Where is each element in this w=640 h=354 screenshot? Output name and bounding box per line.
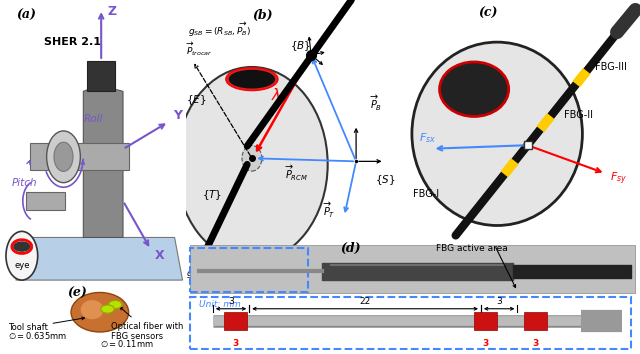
Text: Tool shaft: Tool shaft	[8, 317, 84, 332]
Text: 3: 3	[483, 339, 488, 348]
Text: X: X	[155, 249, 164, 262]
Text: (a): (a)	[16, 9, 36, 22]
Text: Optical fiber with
FBG sensors: Optical fiber with FBG sensors	[111, 307, 184, 341]
Text: Roll: Roll	[83, 114, 102, 124]
Text: $g_{SB} = (R_{SB}, \overrightarrow{P_B})$: $g_{SB} = (R_{SB}, \overrightarrow{P_B})…	[188, 21, 251, 39]
Text: $\varnothing = 0.635$mm: $\varnothing = 0.635$mm	[8, 330, 67, 341]
Bar	[224, 312, 247, 330]
Text: SHER 2.1: SHER 2.1	[44, 36, 100, 46]
Text: (e): (e)	[67, 287, 87, 301]
Text: $\{E\}$: $\{E\}$	[186, 93, 206, 107]
Text: $\overrightarrow{P}_{trocar}$: $\overrightarrow{P}_{trocar}$	[186, 41, 212, 58]
Circle shape	[242, 145, 262, 171]
Text: $F_{sy}$: $F_{sy}$	[610, 170, 627, 187]
Text: FBG active area: FBG active area	[435, 244, 508, 253]
Ellipse shape	[71, 292, 129, 332]
Text: $\{B\}$: $\{B\}$	[290, 39, 311, 53]
Polygon shape	[16, 238, 182, 280]
Text: $\varnothing = 0.11$mm: $\varnothing = 0.11$mm	[100, 338, 154, 349]
Text: Pitch: Pitch	[12, 178, 38, 188]
Circle shape	[47, 131, 81, 183]
Ellipse shape	[81, 300, 104, 319]
Text: 3: 3	[532, 339, 539, 348]
Ellipse shape	[229, 70, 275, 88]
Text: Z: Z	[107, 5, 116, 18]
Text: $\{T\}$: $\{T\}$	[202, 188, 223, 202]
Text: 3: 3	[228, 297, 234, 306]
Text: $\overrightarrow{P}_{RCM}$: $\overrightarrow{P}_{RCM}$	[285, 164, 308, 183]
Text: FBG-I: FBG-I	[413, 189, 439, 200]
Ellipse shape	[440, 62, 509, 116]
Circle shape	[54, 142, 73, 171]
Text: FBG-III: FBG-III	[595, 62, 627, 72]
Text: FBG-II: FBG-II	[564, 110, 593, 120]
Text: 22: 22	[360, 297, 371, 306]
Text: (d): (d)	[340, 242, 360, 255]
Bar	[190, 249, 308, 292]
Text: (b): (b)	[252, 9, 273, 22]
Bar	[474, 312, 497, 330]
Text: 3: 3	[496, 297, 502, 306]
Text: eye: eye	[14, 261, 29, 270]
Ellipse shape	[14, 242, 30, 251]
Ellipse shape	[101, 305, 115, 313]
Circle shape	[176, 67, 328, 262]
Bar	[190, 245, 636, 293]
Text: $\overrightarrow{P}_T$: $\overrightarrow{P}_T$	[323, 201, 335, 220]
Text: 3: 3	[232, 339, 239, 348]
Polygon shape	[83, 85, 123, 238]
Circle shape	[6, 232, 38, 280]
Text: Unit: mm: Unit: mm	[199, 300, 241, 309]
Circle shape	[412, 42, 582, 225]
Ellipse shape	[108, 301, 122, 309]
Bar	[26, 192, 65, 210]
Ellipse shape	[226, 68, 278, 91]
Bar	[87, 61, 115, 91]
Text: $\lambda$: $\lambda$	[271, 87, 281, 103]
Bar	[29, 143, 129, 171]
Text: $F_{sx}$: $F_{sx}$	[419, 131, 436, 145]
Bar	[524, 312, 547, 330]
Bar	[190, 297, 631, 349]
Text: $g_{ST} = (R_{ST}, \overrightarrow{P_T})$: $g_{ST} = (R_{ST}, \overrightarrow{P_T})…	[186, 263, 247, 281]
Text: $\{S\}$: $\{S\}$	[375, 173, 396, 187]
Text: $\overrightarrow{P}_B$: $\overrightarrow{P}_B$	[371, 94, 383, 113]
Text: (c): (c)	[479, 7, 498, 21]
Text: Y: Y	[173, 109, 182, 122]
